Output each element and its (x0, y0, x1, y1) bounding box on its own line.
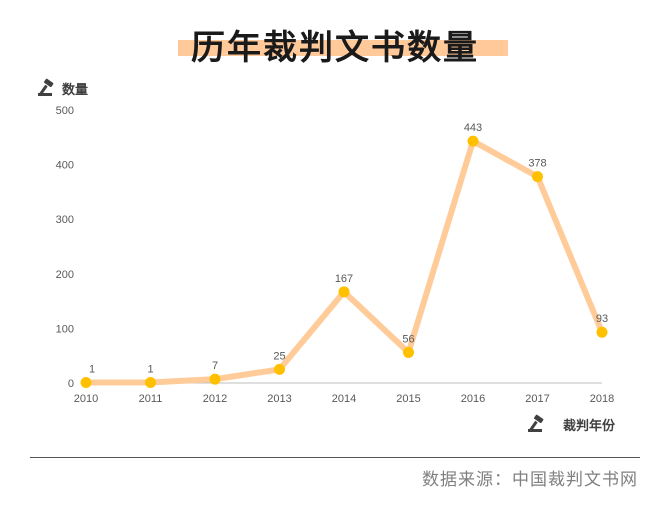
data-point (596, 326, 608, 338)
gavel-icon (38, 78, 54, 97)
data-label: 167 (335, 273, 353, 285)
data-label: 7 (212, 360, 218, 372)
y-axis-title: 数量 (38, 78, 88, 98)
data-label: 1 (89, 363, 95, 375)
data-label: 25 (273, 350, 285, 362)
x-axis-title: 裁判年份 (528, 414, 616, 434)
y-tick-labels: 0 100 200 300 400 500 (56, 105, 74, 390)
data-point (467, 135, 479, 147)
data-point (403, 346, 414, 358)
x-tick-label: 2010 (74, 393, 98, 405)
x-tick-label: 2015 (396, 393, 420, 405)
data-point (209, 373, 221, 385)
x-tick-labels: 2010 2011 2012 2013 2014 2015 2016 2017 2018 (74, 393, 614, 405)
data-label: 1 (147, 363, 153, 375)
y-tick-label: 200 (56, 269, 74, 281)
chart-title-block: 历年裁判文书数量 (0, 18, 670, 68)
x-tick-label: 2011 (139, 393, 163, 405)
x-tick-label: 2016 (461, 393, 485, 405)
data-labels: 1 1 7 25 167 56 443 378 93 (89, 122, 608, 375)
gavel-icon (528, 414, 544, 433)
footer-divider (30, 457, 640, 458)
y-tick-label: 100 (56, 323, 74, 335)
x-tick-label: 2013 (267, 393, 291, 405)
data-point (145, 376, 156, 388)
y-tick-label: 500 (56, 105, 74, 117)
y-tick-label: 300 (56, 214, 74, 226)
y-axis-label: 数量 (62, 82, 88, 98)
source-note: 数据来源：中国裁判文书网 (422, 470, 638, 490)
y-tick-label: 0 (68, 378, 74, 390)
x-tick-label: 2012 (203, 393, 227, 405)
data-point (338, 286, 350, 298)
data-label: 443 (464, 122, 482, 134)
x-tick-label: 2014 (332, 393, 356, 405)
x-axis-label: 裁判年份 (563, 418, 616, 434)
y-tick-label: 400 (56, 160, 74, 172)
series-line (83, 138, 605, 386)
data-label: 378 (528, 158, 546, 170)
data-point (532, 171, 543, 183)
data-point (80, 376, 92, 388)
x-tick-label: 2018 (590, 393, 614, 405)
chart-title: 历年裁判文书数量 (191, 28, 479, 68)
data-point (274, 363, 285, 375)
data-label: 93 (596, 313, 608, 325)
data-points (80, 135, 608, 388)
title-highlight-bar (178, 40, 508, 56)
x-tick-label: 2017 (525, 393, 549, 405)
data-label: 56 (402, 333, 414, 345)
